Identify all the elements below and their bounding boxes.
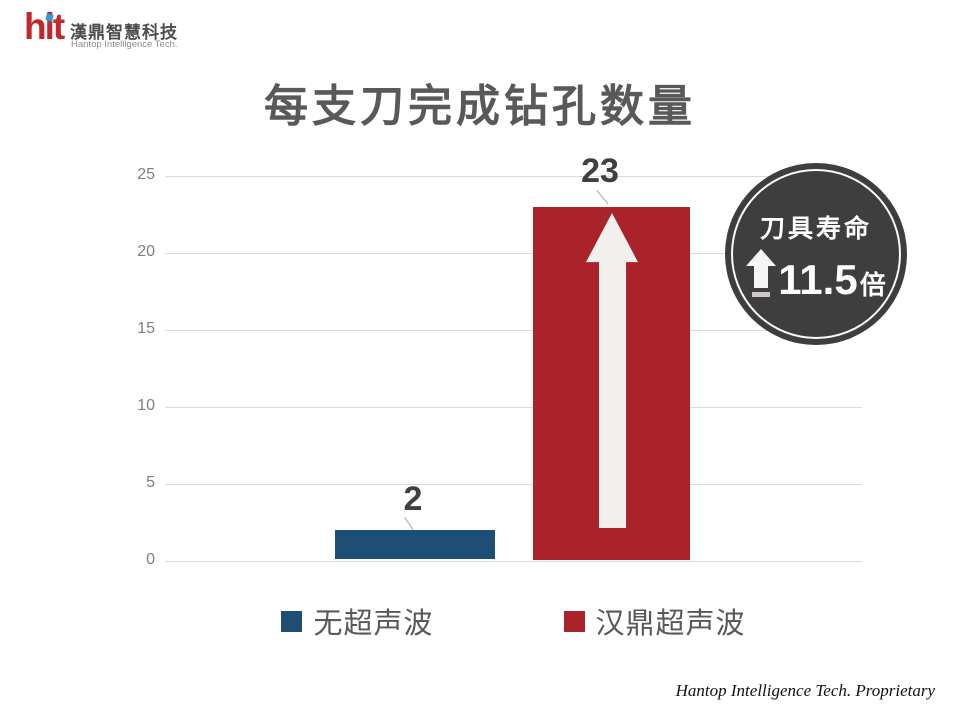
gridline-0	[165, 561, 862, 562]
chart-legend: 无超声波 汉鼎超声波	[165, 600, 862, 642]
badge-value: 11.5	[778, 256, 858, 303]
gridline-20	[165, 253, 862, 254]
bar-no-ultrasonic	[335, 530, 495, 559]
gridline-5	[165, 484, 862, 485]
legend-swatch-red-icon	[563, 610, 585, 632]
gridline-25	[165, 176, 862, 177]
badge-title: 刀具寿命	[759, 215, 872, 243]
data-label-no-ultrasonic: 2	[403, 480, 423, 518]
y-axis-tick: 5	[146, 474, 155, 491]
badge-value-row: 11.5 倍	[746, 249, 886, 303]
legend-label: 无超声波	[313, 608, 434, 640]
gridline-15	[165, 330, 862, 331]
logo-company-name-en: Hantop Intelligence Tech.	[71, 39, 178, 50]
leader-line	[596, 190, 609, 205]
y-axis-tick: 0	[146, 551, 155, 568]
tool-life-badge: 刀具寿命 11.5 倍	[725, 163, 907, 345]
logo-wordmark: hit	[24, 6, 65, 47]
page-title: 每支刀完成钻孔数量	[264, 82, 696, 131]
up-arrow-icon	[746, 249, 777, 297]
y-axis-tick: 10	[137, 397, 155, 414]
logo-company-name-zh: 漢鼎智慧科技	[70, 23, 178, 42]
y-axis-tick: 25	[137, 166, 155, 183]
gridline-10	[165, 407, 862, 408]
badge-unit: 倍	[859, 270, 886, 301]
y-axis-tick: 20	[137, 243, 155, 260]
proprietary-notice: Hantop Intelligence Tech. Proprietary	[675, 681, 935, 700]
data-label-hantop-ultrasonic: 23	[581, 152, 619, 190]
y-axis-tick: 15	[137, 320, 155, 337]
legend-label: 汉鼎超声波	[595, 608, 746, 640]
legend-swatch-blue-icon	[281, 610, 303, 632]
company-logo: hit 漢鼎智慧科技 Hantop Intelligence Tech.	[24, 6, 244, 58]
legend-item-hantop-ultrasonic: 汉鼎超声波	[563, 600, 746, 642]
legend-item-no-ultrasonic: 无超声波	[281, 600, 433, 642]
